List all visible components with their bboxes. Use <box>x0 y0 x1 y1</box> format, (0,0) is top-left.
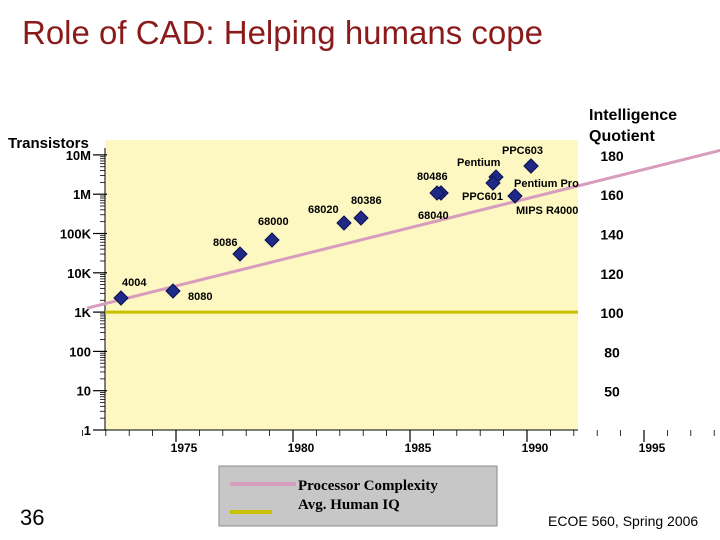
processor-marker <box>113 290 129 306</box>
x-tick-label: 1995 <box>639 441 666 455</box>
processor-complexity-line <box>86 148 720 310</box>
y-tick-label: 10 <box>77 384 91 399</box>
slide-title: Role of CAD: Helping humans cope <box>22 14 543 51</box>
processor-label: MIPS R4000 <box>516 205 578 217</box>
right-tick-label: 180 <box>600 148 624 164</box>
processor-marker <box>264 232 280 248</box>
x-tick-label: 1985 <box>405 441 432 455</box>
course-label: ECOE 560, Spring 2006 <box>548 513 699 529</box>
left-axis-title: Transistors <box>8 135 89 152</box>
right-tick-label: 80 <box>604 344 620 360</box>
right-axis-title-line: Quotient <box>589 128 655 145</box>
processor-marker <box>336 215 352 231</box>
y-tick-label: 1M <box>73 187 91 202</box>
processor-label: 68040 <box>418 210 449 222</box>
legend-label-complexity: Processor Complexity <box>298 478 438 494</box>
processor-label: PPC603 <box>502 145 543 157</box>
processor-marker <box>353 210 369 226</box>
y-tick-label: 10K <box>67 266 91 281</box>
x-tick-label: 1990 <box>522 441 549 455</box>
legend-label-iq: Avg. Human IQ <box>298 497 400 513</box>
processor-label: 80386 <box>351 195 382 207</box>
processor-marker <box>232 246 248 262</box>
processor-label: 8080 <box>188 291 212 303</box>
y-tick-label: 100 <box>69 344 91 359</box>
processor-label: Pentium Pro <box>514 178 579 190</box>
right-axis-title-line: Intelligence <box>589 107 677 124</box>
y-tick-label: 1 <box>84 423 91 438</box>
processor-label: 4004 <box>122 277 147 289</box>
right-tick-label: 120 <box>600 266 624 282</box>
processor-label: 80486 <box>417 171 448 183</box>
y-tick-label: 100K <box>60 227 92 242</box>
y-tick-label: 10M <box>66 148 91 163</box>
x-tick-label: 1975 <box>171 441 198 455</box>
processor-label: 68000 <box>258 216 289 228</box>
processor-label: 68020 <box>308 204 339 216</box>
processor-marker <box>165 283 181 299</box>
right-tick-label: 100 <box>600 305 624 321</box>
processor-marker <box>523 158 539 174</box>
page-number: 36 <box>20 505 45 530</box>
processor-marker <box>507 188 523 204</box>
right-tick-label: 140 <box>600 227 624 243</box>
processor-label: PPC601 <box>462 191 503 203</box>
right-tick-label: 50 <box>604 384 620 400</box>
right-tick-label: 160 <box>600 187 624 203</box>
processor-marker <box>429 185 445 201</box>
legend-box <box>218 465 498 527</box>
processor-label: Pentium <box>457 157 501 169</box>
processor-label: 8086 <box>213 237 237 249</box>
processor-marker <box>485 175 501 191</box>
x-tick-label: 1980 <box>288 441 315 455</box>
